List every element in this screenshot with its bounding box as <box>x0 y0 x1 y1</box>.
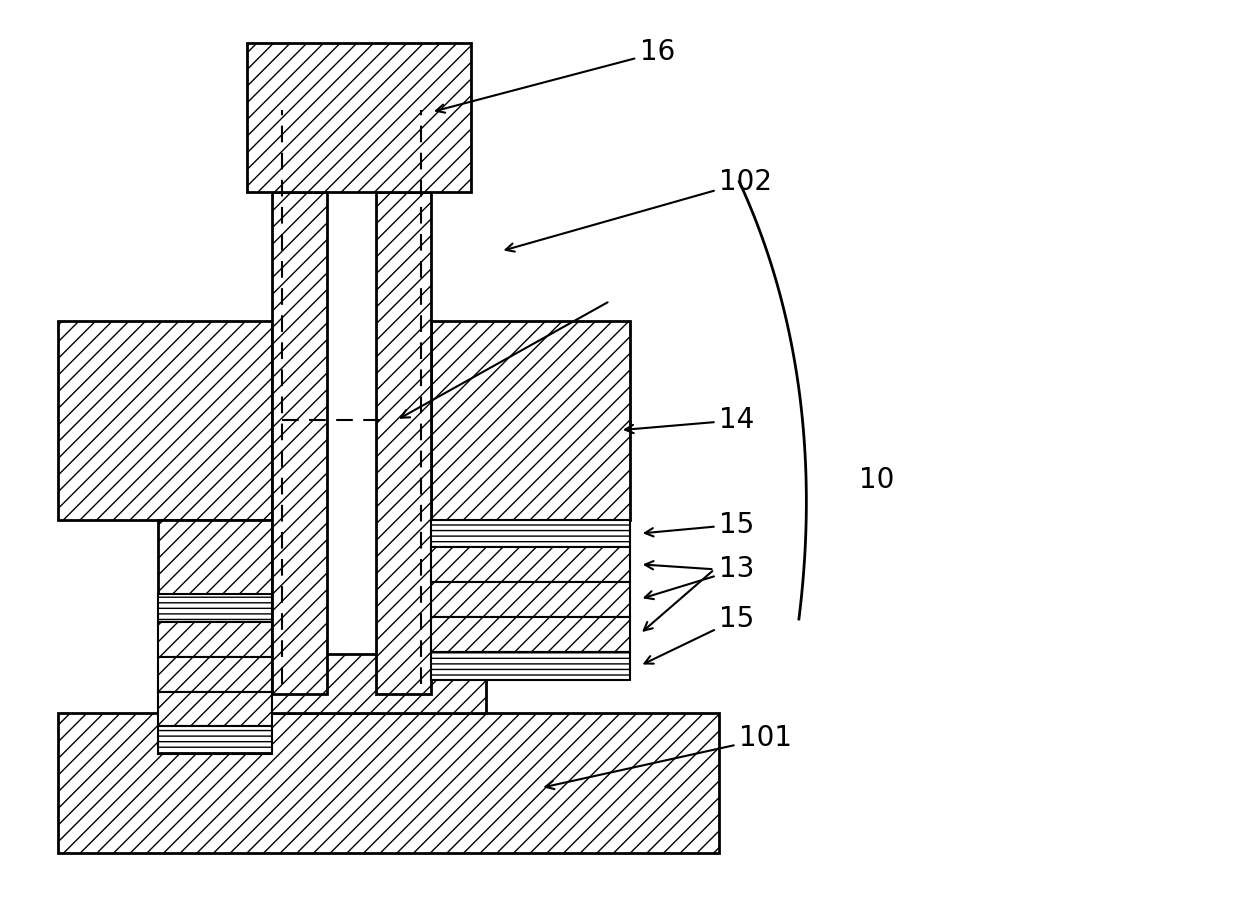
Text: 101: 101 <box>546 724 792 789</box>
Text: 15: 15 <box>645 511 755 539</box>
Bar <box>157 622 272 657</box>
Bar <box>432 321 630 520</box>
Bar <box>58 713 719 853</box>
Text: 14: 14 <box>625 406 755 434</box>
Text: 13: 13 <box>645 555 755 599</box>
Text: 10: 10 <box>858 466 894 494</box>
Bar <box>432 652 630 680</box>
Bar <box>157 594 272 622</box>
Bar <box>272 192 327 693</box>
Bar <box>237 653 486 713</box>
Bar <box>377 192 432 693</box>
Bar <box>157 692 272 726</box>
Bar <box>58 321 272 520</box>
Text: 102: 102 <box>506 167 773 251</box>
Bar <box>432 582 630 617</box>
Text: 15: 15 <box>645 605 755 663</box>
Bar <box>432 520 630 548</box>
Bar <box>432 548 630 582</box>
Bar <box>432 617 630 652</box>
Bar <box>157 726 272 754</box>
Bar <box>157 657 272 692</box>
Bar <box>247 43 471 192</box>
Bar <box>157 520 272 594</box>
Text: 16: 16 <box>436 38 675 113</box>
